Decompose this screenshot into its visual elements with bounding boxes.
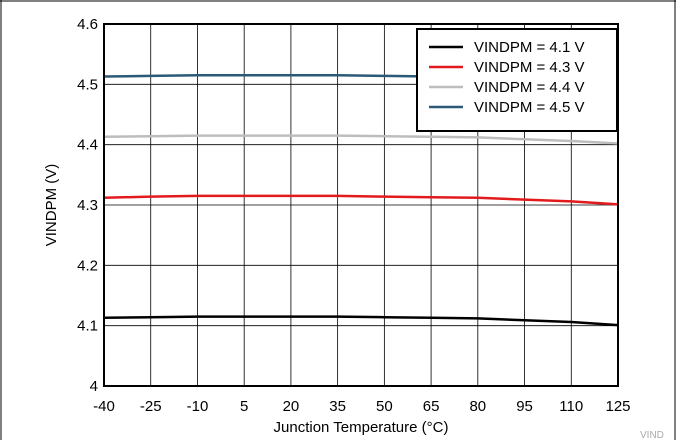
- y-tick-label: 4: [90, 378, 98, 395]
- x-tick-label: -25: [140, 398, 162, 415]
- y-tick-label: 4.4: [77, 137, 98, 154]
- series-line-3: [103, 134, 619, 145]
- y-axis-ticks: 4 4.1 4.2 4.3 4.4 4.5 4.6: [77, 16, 98, 395]
- x-tick-label: 125: [605, 398, 630, 415]
- corner-figure-id: VIND: [640, 430, 664, 440]
- plot-area-border: [103, 23, 619, 387]
- x-axis-ticks: -40 -25 -10 5 20 35 50 65 80 95 110 125: [93, 398, 630, 415]
- y-tick-label: 4.1: [77, 318, 98, 335]
- series-line-2: [103, 194, 619, 206]
- x-axis-title: Junction Temperature (°C): [274, 419, 449, 436]
- x-tick-label: 95: [516, 398, 533, 415]
- x-tick-label: 110: [559, 398, 583, 415]
- x-tick-label: -40: [93, 398, 115, 415]
- x-tick-label: 35: [329, 398, 346, 415]
- legend-label-4: VINDPM = 4.5 V: [474, 99, 584, 116]
- y-tick-label: 4.5: [77, 76, 98, 93]
- x-tick-label: 80: [469, 398, 486, 415]
- legend-label-2: VINDPM = 4.3 V: [474, 59, 584, 76]
- y-tick-label: 4.6: [77, 16, 98, 33]
- x-tick-label: 20: [283, 398, 300, 415]
- y-tick-label: 4.3: [77, 197, 98, 214]
- x-tick-label: 65: [423, 398, 440, 415]
- y-axis-title: VINDPM (V): [43, 164, 60, 247]
- y-tick-label: 4.2: [77, 257, 98, 274]
- legend: VINDPM = 4.1 V VINDPM = 4.3 V VINDPM = 4.4…: [416, 28, 618, 132]
- series-group: [103, 74, 619, 327]
- x-tick-label: 50: [376, 398, 393, 415]
- x-tick-label: 5: [240, 398, 248, 415]
- legend-label-1: VINDPM = 4.1 V: [474, 39, 584, 56]
- legend-label-3: VINDPM = 4.4 V: [474, 79, 584, 96]
- x-tick-label: -10: [187, 398, 209, 415]
- series-line-1: [103, 315, 619, 327]
